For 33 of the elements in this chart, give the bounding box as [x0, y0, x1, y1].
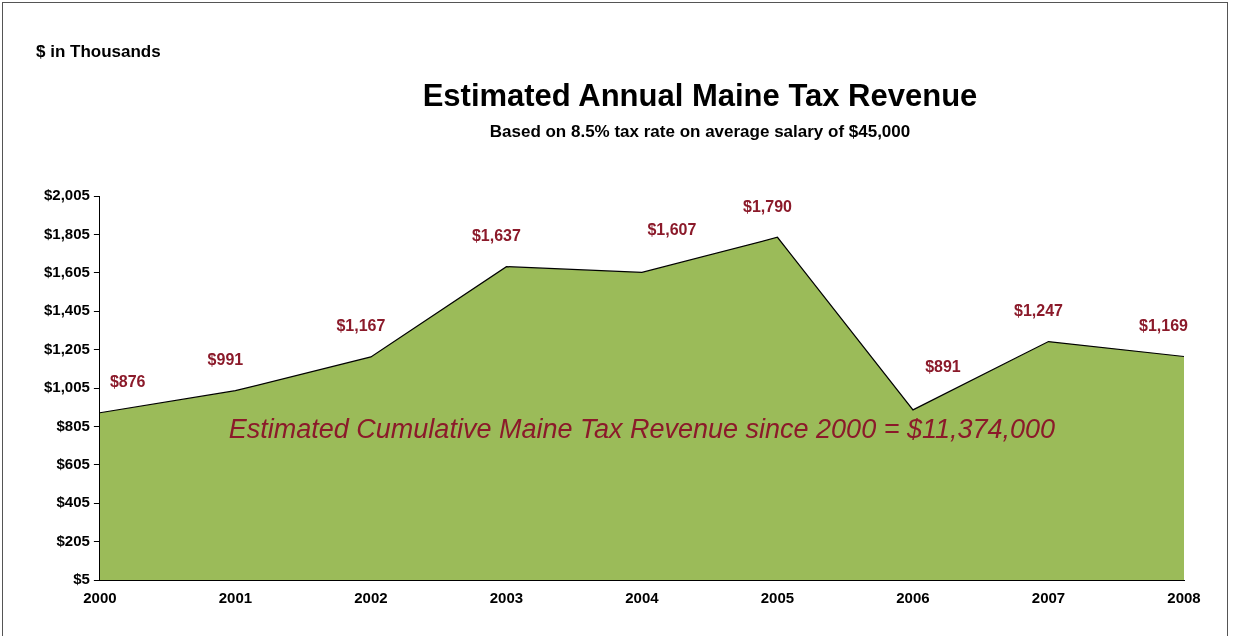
x-tick-label: 2005 — [760, 589, 795, 607]
data-label: $1,247 — [1014, 301, 1064, 319]
x-tick-label: 2000 — [83, 589, 117, 607]
x-tick-label: 2006 — [896, 589, 930, 607]
text: $ in Thousands — [36, 42, 161, 62]
data-label: $1,169 — [1139, 316, 1189, 334]
y-tick-label: $1,605 — [43, 262, 90, 280]
data-label: $1,167 — [336, 317, 386, 335]
y-tick-label: $5 — [73, 570, 90, 588]
data-label: $1,637 — [471, 227, 521, 245]
chart-title: Estimated Annual Maine Tax Revenue — [421, 78, 979, 114]
y-tick-label: $605 — [56, 454, 90, 472]
x-tick-label: 2001 — [218, 589, 253, 607]
annotation: Estimated Cumulative Maine Tax Revenue since 2000 = $11,374,000 — [228, 413, 1056, 444]
y-tick-label: $805 — [56, 416, 90, 434]
x-tick-label: 2002 — [354, 589, 388, 607]
x-tick-label: 2008 — [1167, 589, 1201, 607]
y-tick-label: $1,805 — [43, 224, 90, 242]
chart-subtitle: Based on 8.5% tax rate on average salary of $45,000 — [488, 122, 912, 142]
y-tick-label: $205 — [56, 531, 90, 549]
x-tick-label: 2007 — [1031, 589, 1066, 607]
y-tick-label: $405 — [56, 493, 90, 511]
y-tick-label: $2,005 — [43, 186, 90, 204]
data-label: $891 — [925, 358, 961, 376]
data-label: $1,607 — [647, 220, 697, 238]
x-tick-label: 2004 — [625, 589, 660, 607]
data-label: $876 — [109, 373, 146, 391]
y-tick-label: $1,005 — [43, 378, 90, 396]
data-label: $991 — [207, 351, 244, 369]
y-tick-label: $1,405 — [43, 301, 90, 319]
y-tick-label: $1,205 — [43, 339, 90, 357]
data-label: $1,790 — [742, 197, 793, 215]
x-tick-label: 2003 — [489, 589, 524, 607]
